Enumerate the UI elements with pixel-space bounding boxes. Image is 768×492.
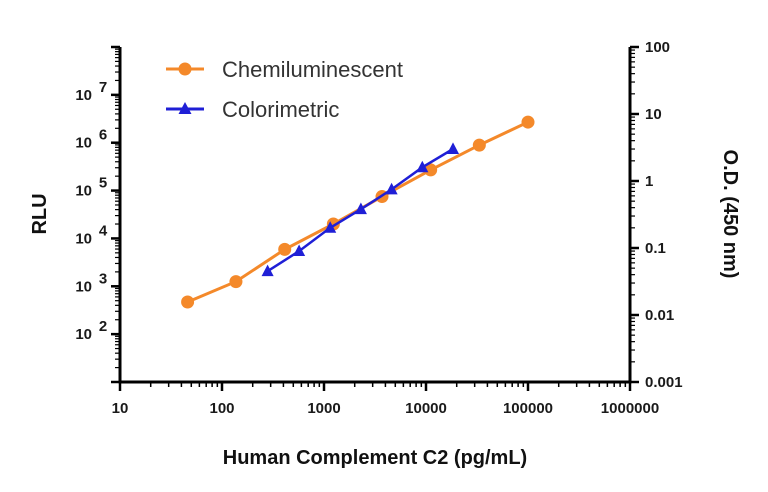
y2-axis-title: O.D. (450 nm) xyxy=(719,150,741,279)
chemiluminescent-point xyxy=(472,138,486,152)
y-tick-exponent: 3 xyxy=(99,270,107,287)
legend-label-chemiluminescent: Chemiluminescent xyxy=(222,57,403,82)
x-tick-label: 10000 xyxy=(405,400,447,417)
y2-tick-label: 1 xyxy=(645,173,653,190)
legend-marker-colorimetric xyxy=(178,102,192,114)
y-tick-exponent: 2 xyxy=(99,318,107,335)
legend: Chemiluminescent Colorimetric xyxy=(166,57,403,122)
colorimetric-point xyxy=(324,221,337,233)
chemiluminescent-point xyxy=(278,242,292,256)
y-tick-label: 10 xyxy=(75,326,92,343)
left-axis-ticks: 10 2 10 3 10 4 10 5 10 6 10 7 xyxy=(75,45,120,384)
chemiluminescent-point xyxy=(521,115,535,129)
x-tick-label: 10 xyxy=(112,400,129,417)
colorimetric-point xyxy=(446,142,460,154)
y-tick-label: 10 xyxy=(75,230,92,247)
legend-label-colorimetric: Colorimetric xyxy=(222,97,339,122)
x-tick-label: 100000 xyxy=(503,400,553,417)
right-axis-ticks: 0.001 0.01 0.1 1 10 100 xyxy=(630,39,683,391)
y-tick-label: 10 xyxy=(75,87,92,104)
y2-tick-label: 10 xyxy=(645,106,662,123)
y-tick-label: 10 xyxy=(75,135,92,152)
x-tick-label: 1000 xyxy=(307,400,340,417)
chemiluminescent-point xyxy=(424,163,438,177)
y-tick-exponent: 7 xyxy=(99,79,107,96)
chemiluminescent-point xyxy=(229,275,243,289)
x-tick-label: 1000000 xyxy=(601,400,659,417)
y-tick-label: 10 xyxy=(75,183,92,200)
y2-tick-label: 100 xyxy=(645,39,670,56)
x-tick-label: 100 xyxy=(209,400,234,417)
x-axis-ticks: 10 100 1000 10000 100000 1000000 xyxy=(112,382,659,417)
y2-tick-label: 0.001 xyxy=(645,374,683,391)
legend-marker-chemiluminescent xyxy=(178,62,192,76)
chemiluminescent-point xyxy=(181,295,195,309)
colorimetric-point xyxy=(261,264,274,277)
y-tick-exponent: 6 xyxy=(99,127,107,144)
y-tick-exponent: 5 xyxy=(99,175,107,192)
series-layer xyxy=(181,115,535,309)
y-tick-exponent: 4 xyxy=(99,222,108,239)
y2-tick-label: 0.01 xyxy=(645,307,674,324)
axes xyxy=(118,47,632,384)
x-axis-title: Human Complement C2 (pg/mL) xyxy=(223,447,527,469)
colorimetric-point xyxy=(385,182,398,195)
colorimetric-point xyxy=(354,202,367,215)
y-tick-label: 10 xyxy=(75,278,92,295)
y-axis-title: RLU xyxy=(29,193,51,234)
colorimetric-point xyxy=(293,244,306,257)
y2-tick-label: 0.1 xyxy=(645,240,666,257)
colorimetric-point xyxy=(416,160,429,173)
